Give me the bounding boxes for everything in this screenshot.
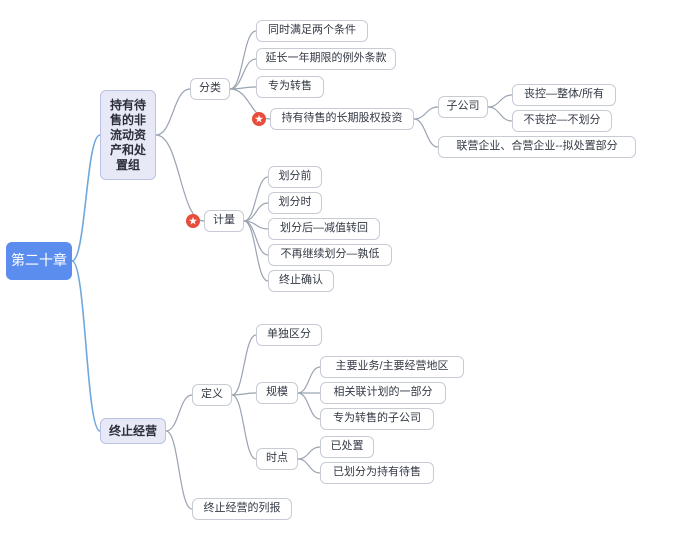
edge bbox=[72, 261, 100, 431]
edge bbox=[298, 393, 320, 419]
edge bbox=[414, 119, 438, 147]
edge bbox=[244, 177, 268, 221]
node-B1b[interactable]: 规模 bbox=[256, 382, 298, 404]
node-A1d2[interactable]: 联营企业、合营企业--拟处置部分 bbox=[438, 136, 636, 158]
node-A[interactable]: 持有待 售的非 流动资 产和处 置组 bbox=[100, 90, 156, 180]
node-B2[interactable]: 终止经营的列报 bbox=[192, 498, 292, 520]
node-A2e[interactable]: 终止确认 bbox=[268, 270, 334, 292]
edge bbox=[298, 367, 320, 393]
edge bbox=[166, 431, 192, 509]
node-B1b3[interactable]: 专为转售的子公司 bbox=[320, 408, 434, 430]
edge bbox=[232, 335, 256, 395]
edge bbox=[72, 135, 100, 261]
node-root[interactable]: 第二十章 bbox=[6, 242, 72, 280]
node-A1d1a[interactable]: 丧控—整体/所有 bbox=[512, 84, 616, 106]
node-B1a[interactable]: 单独区分 bbox=[256, 324, 322, 346]
node-A1b[interactable]: 延长一年期限的例外条款 bbox=[256, 48, 396, 70]
edge bbox=[156, 135, 204, 221]
node-A2b[interactable]: 划分时 bbox=[268, 192, 322, 214]
node-B[interactable]: 终止经营 bbox=[100, 418, 166, 444]
node-A1[interactable]: 分类 bbox=[190, 78, 230, 100]
node-A1d1b[interactable]: 不丧控—不划分 bbox=[512, 110, 612, 132]
node-A2d[interactable]: 不再继续划分—孰低 bbox=[268, 244, 392, 266]
node-A1d1[interactable]: 子公司 bbox=[438, 96, 488, 118]
node-B1c[interactable]: 时点 bbox=[256, 448, 298, 470]
edge bbox=[488, 107, 512, 121]
node-A2a[interactable]: 划分前 bbox=[268, 166, 322, 188]
node-A1d[interactable]: 持有待售的长期股权投资 bbox=[270, 108, 414, 130]
node-B1b1[interactable]: 主要业务/主要经营地区 bbox=[320, 356, 464, 378]
node-A2c[interactable]: 划分后—减值转回 bbox=[268, 218, 380, 240]
edge bbox=[244, 203, 268, 221]
edge bbox=[244, 221, 268, 281]
edge bbox=[166, 395, 192, 431]
node-A1a[interactable]: 同时满足两个条件 bbox=[256, 20, 368, 42]
star-icon: ★ bbox=[186, 214, 200, 228]
node-B1c2[interactable]: 已划分为持有待售 bbox=[320, 462, 434, 484]
edge bbox=[488, 95, 512, 107]
edge bbox=[298, 447, 320, 459]
edge bbox=[414, 107, 438, 119]
edge bbox=[156, 89, 190, 135]
edge bbox=[232, 395, 256, 459]
edge bbox=[298, 459, 320, 473]
node-B1b2[interactable]: 相关联计划的一部分 bbox=[320, 382, 446, 404]
node-B1c1[interactable]: 已处置 bbox=[320, 436, 374, 458]
edge bbox=[230, 59, 256, 89]
node-A2[interactable]: 计量 bbox=[204, 210, 244, 232]
node-A1c[interactable]: 专为转售 bbox=[256, 76, 324, 98]
star-icon: ★ bbox=[252, 112, 266, 126]
node-B1[interactable]: 定义 bbox=[192, 384, 232, 406]
